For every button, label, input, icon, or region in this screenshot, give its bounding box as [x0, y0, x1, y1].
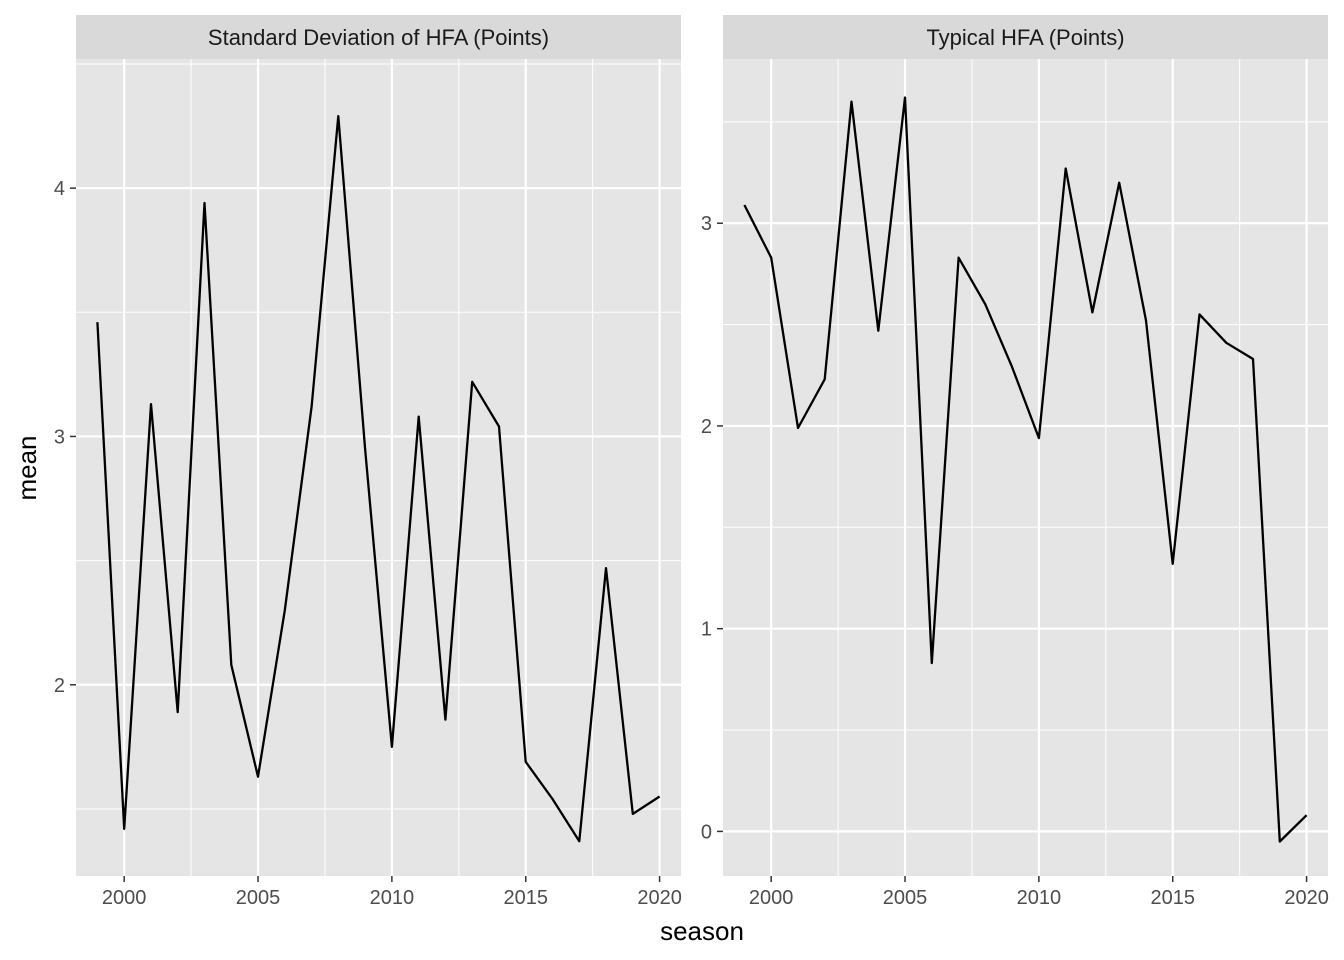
data-point — [983, 302, 987, 306]
data-point — [1064, 167, 1068, 171]
data-point — [95, 320, 99, 324]
data-point — [149, 402, 153, 406]
data-point — [957, 256, 961, 260]
data-point — [363, 447, 367, 451]
y-tick-label: 4 — [54, 178, 65, 200]
series-line — [96, 114, 661, 843]
data-point — [283, 608, 287, 612]
x-tick-label: 2000 — [749, 887, 794, 909]
data-point — [551, 797, 555, 801]
facet-strip — [723, 15, 1328, 59]
data-point — [229, 663, 233, 667]
x-tick-label: 2020 — [1284, 887, 1329, 909]
data-point — [497, 425, 501, 429]
data-point — [823, 377, 827, 381]
data-point — [1224, 341, 1228, 345]
y-tick-label: 1 — [701, 619, 712, 641]
plot-background — [723, 59, 1328, 876]
x-tick-label: 2005 — [883, 887, 928, 909]
data-point — [524, 760, 528, 764]
y-tick-label: 3 — [701, 213, 712, 235]
data-point — [470, 380, 474, 384]
data-point — [1171, 562, 1175, 566]
y-tick-label: 3 — [54, 426, 65, 448]
data-point — [336, 114, 340, 118]
x-tick-label: 2000 — [102, 887, 147, 909]
y-tick-label: 0 — [701, 821, 712, 843]
panel-typical-hfa: Typical HFA (Points)2000 2005 2010 2015 2020… — [701, 15, 1329, 909]
data-point — [1117, 181, 1121, 185]
data-point — [577, 839, 581, 843]
data-point — [176, 710, 180, 714]
facet-strip — [76, 15, 681, 59]
data-point — [930, 661, 934, 665]
data-point — [1198, 312, 1202, 316]
data-point — [1037, 436, 1041, 440]
data-point — [742, 203, 746, 207]
y-tick-label: 2 — [54, 675, 65, 697]
data-point — [604, 566, 608, 570]
x-tick-label: 2010 — [1017, 887, 1062, 909]
x-tick-label: 2005 — [236, 887, 281, 909]
data-point — [310, 405, 314, 409]
data-point — [1305, 813, 1309, 817]
facet-strip-title: Standard Deviation of HFA (Points) — [208, 25, 549, 50]
data-point — [203, 201, 207, 205]
data-point — [903, 96, 907, 100]
x-axis-title: season — [660, 916, 744, 946]
data-point — [443, 718, 447, 722]
x-tick-label: 2015 — [1150, 887, 1195, 909]
data-point — [417, 415, 421, 419]
plot-background — [76, 59, 681, 876]
panel-std-dev-hfa: Standard Deviation of HFA (Points) 2000 20… — [54, 15, 682, 909]
data-point — [256, 775, 260, 779]
data-point — [796, 426, 800, 430]
x-tick-label: 2010 — [370, 887, 415, 909]
y-tick-label: 2 — [701, 416, 712, 438]
series-line — [743, 96, 1308, 843]
data-point — [769, 256, 773, 260]
data-point — [1090, 310, 1094, 314]
data-point — [658, 795, 662, 799]
data-point — [122, 827, 126, 831]
data-point — [876, 329, 880, 333]
data-point — [631, 812, 635, 816]
data-point — [390, 745, 394, 749]
data-point — [1278, 840, 1282, 844]
data-point — [1144, 319, 1148, 323]
x-tick-label: 2015 — [503, 887, 548, 909]
data-point — [1010, 365, 1014, 369]
x-tick-label: 2020 — [637, 887, 682, 909]
data-point — [1251, 357, 1255, 361]
data-point — [850, 100, 854, 104]
facet-strip-title: Typical HFA (Points) — [926, 25, 1124, 50]
y-axis-title: mean — [12, 435, 42, 500]
